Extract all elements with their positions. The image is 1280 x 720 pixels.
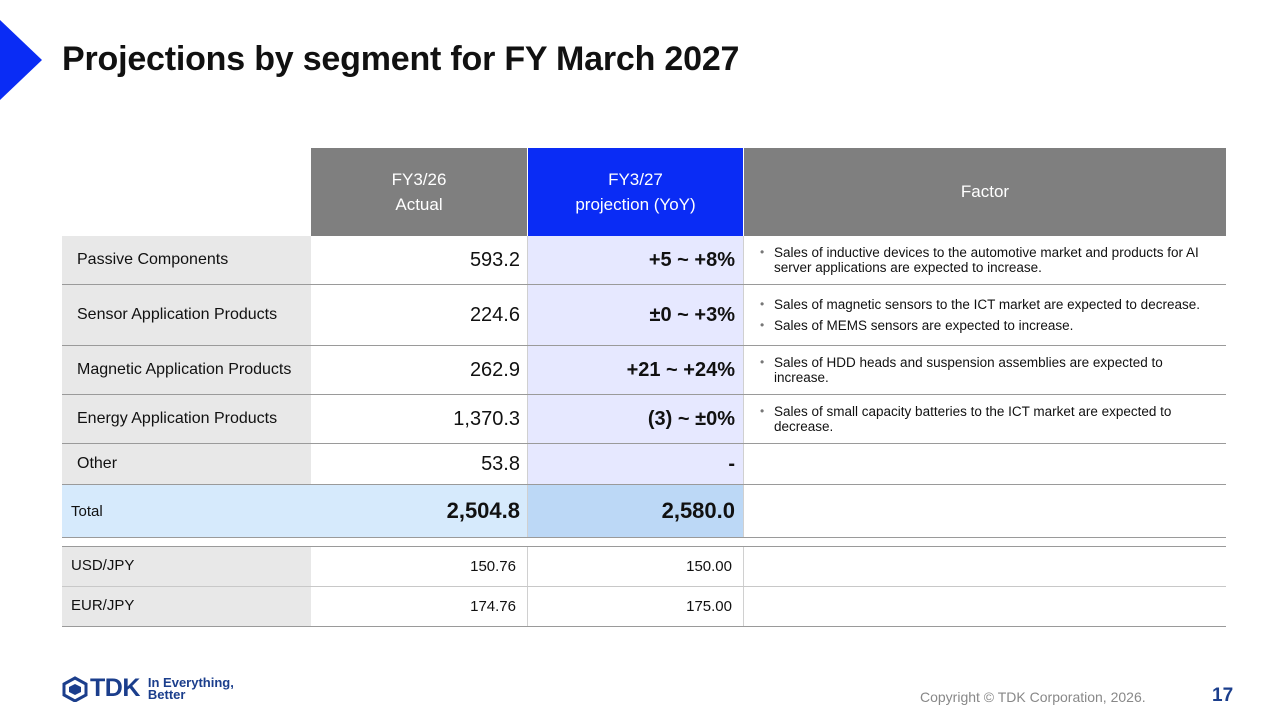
exchange-rate-table: USD/JPY 150.76 150.00 EUR/JPY 174.76 175…	[62, 546, 1226, 627]
header-actual-label: Actual	[395, 195, 443, 214]
empty-cell	[743, 587, 1226, 626]
total-projection-value: 2,580.0	[527, 485, 743, 537]
projection-value: (3) ~ ±0%	[527, 395, 743, 443]
logo-wordmark: TDK	[90, 674, 140, 702]
tagline-line-2: Better	[147, 686, 186, 702]
exchange-rate-row: EUR/JPY 174.76 175.00	[62, 587, 1226, 627]
tdk-logo: TDK In Everything, Better	[62, 674, 234, 703]
total-label: Total	[62, 485, 311, 537]
header-projection: FY3/27 projection (YoY)	[527, 148, 743, 236]
factor-bullet: Sales of MEMS sensors are expected to in…	[758, 318, 1073, 333]
segment-label: Passive Components	[62, 236, 311, 284]
tagline-line-1: In Everything,	[147, 674, 234, 690]
segment-label: Energy Application Products	[62, 395, 311, 443]
factor-cell: Sales of HDD heads and suspension assemb…	[743, 346, 1226, 394]
page-title: Projections by segment for FY March 2027	[62, 40, 740, 78]
title-accent-chevron	[0, 20, 42, 100]
projection-value: -	[527, 444, 743, 484]
factor-bullet: Sales of magnetic sensors to the ICT mar…	[758, 297, 1200, 312]
factor-cell	[743, 444, 1226, 484]
total-row: Total 2,504.8 2,580.0	[62, 485, 1226, 538]
actual-value: 1,370.3	[311, 395, 527, 443]
header-actual-year: FY3/26	[391, 170, 447, 189]
table-row: Magnetic Application Products 262.9 +21 …	[62, 346, 1226, 395]
header-projection-year: FY3/27	[608, 170, 663, 189]
factor-bullet: Sales of small capacity batteries to the…	[758, 404, 1212, 434]
actual-value: 262.9	[311, 346, 527, 394]
tdk-emblem-icon	[62, 675, 88, 702]
header-projection-label: projection (YoY)	[575, 195, 696, 214]
factor-cell: Sales of magnetic sensors to the ICT mar…	[743, 285, 1226, 345]
projection-value: +5 ~ +8%	[527, 236, 743, 284]
segment-label: Other	[62, 444, 311, 484]
page-number: 17	[1212, 685, 1234, 706]
table-header-row: FY3/26 Actual FY3/27 projection (YoY) Fact…	[62, 148, 1226, 236]
factor-cell: Sales of small capacity batteries to the…	[743, 395, 1226, 443]
projected-rate: 175.00	[527, 587, 743, 626]
tagline: In Everything, Better	[147, 674, 234, 702]
actual-value: 593.2	[311, 236, 527, 284]
actual-value: 224.6	[311, 285, 527, 345]
table-row: Other 53.8 -	[62, 444, 1226, 485]
currency-pair-label: EUR/JPY	[62, 587, 311, 626]
table-row: Energy Application Products 1,370.3 (3) …	[62, 395, 1226, 444]
factor-cell: Sales of inductive devices to the automo…	[743, 236, 1226, 284]
projection-value: ±0 ~ +3%	[527, 285, 743, 345]
actual-rate: 150.76	[311, 547, 527, 586]
factor-bullet: Sales of inductive devices to the automo…	[758, 245, 1212, 275]
factor-bullet: Sales of HDD heads and suspension assemb…	[758, 355, 1212, 385]
total-actual-value: 2,504.8	[311, 485, 527, 537]
table-row: Sensor Application Products 224.6 ±0 ~ +…	[62, 285, 1226, 346]
empty-cell	[743, 547, 1226, 586]
segment-label: Magnetic Application Products	[62, 346, 311, 394]
table-row: Passive Components 593.2 +5 ~ +8% Sales …	[62, 236, 1226, 285]
exchange-rate-row: USD/JPY 150.76 150.00	[62, 547, 1226, 587]
factor-cell	[743, 485, 1226, 537]
actual-rate: 174.76	[311, 587, 527, 626]
header-factor: Factor	[743, 148, 1226, 236]
copyright-notice: Copyright © TDK Corporation, 2026.	[920, 689, 1146, 705]
actual-value: 53.8	[311, 444, 527, 484]
segment-projection-table: FY3/26 Actual FY3/27 projection (YoY) Fact…	[62, 148, 1226, 538]
header-actual: FY3/26 Actual	[311, 148, 527, 236]
header-empty-cell	[62, 148, 311, 236]
projected-rate: 150.00	[527, 547, 743, 586]
segment-label: Sensor Application Products	[62, 285, 311, 345]
currency-pair-label: USD/JPY	[62, 547, 311, 586]
projection-value: +21 ~ +24%	[527, 346, 743, 394]
